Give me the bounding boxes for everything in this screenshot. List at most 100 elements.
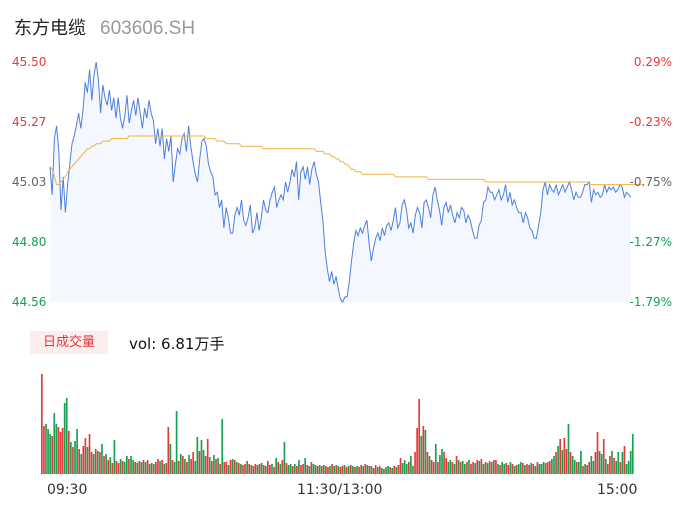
volume-bar [269,465,271,474]
volume-bar [163,464,165,474]
volume-bar [381,468,383,474]
volume-bar [532,464,535,474]
volume-bar [200,440,203,474]
volume-bar [227,465,230,474]
volume-bar [248,464,251,474]
pct-tick-label: -0.75% [630,175,672,189]
volume-bar [580,451,582,474]
volume-bar [449,460,452,474]
volume-bar [354,467,356,474]
volume-bar [63,403,66,474]
volume-bar [571,456,574,474]
volume-bar [258,464,261,474]
volume-bar [140,462,143,474]
volume-bar [221,419,224,474]
volume-bar [161,460,163,474]
price-tick-label: 45.03 [12,175,46,189]
volume-bar [254,464,257,474]
volume-bar [461,461,464,474]
volume-bar [430,460,433,474]
volume-bar [559,439,562,474]
volume-bar [534,466,537,474]
volume-bar [267,461,269,474]
price-axis-labels: 45.50 45.27 45.03 44.80 44.56 [12,55,46,309]
volume-bar [225,462,228,474]
volume-bar [260,463,263,474]
volume-bar [499,465,501,474]
volume-bar [530,463,532,474]
volume-bar [296,466,298,474]
volume-bar [345,467,348,474]
volume-bar [208,457,211,474]
volume-bar [513,466,516,474]
volume-bar [113,440,116,474]
volume-bar [364,464,367,474]
volume-bar [503,464,506,474]
volume-bar [584,464,586,474]
volume-bar [486,463,489,474]
volume-bar [538,464,541,474]
volume-bar [78,449,80,474]
volume-tab[interactable]: 日成交量 [30,331,108,354]
volume-bar [134,462,136,474]
volume-bar [250,465,253,474]
volume-bar [555,452,557,474]
volume-bar [358,467,360,474]
volume-chart [41,374,634,474]
volume-readout: vol: 6.81万手 [129,335,225,353]
volume-bar [455,456,458,474]
volume-bar [617,452,620,474]
volume-bar [231,459,234,474]
title-row: 东方电缆 603606.SH [14,14,195,39]
volume-bar [237,463,240,474]
volume-bar [169,444,172,474]
volume-bar [242,465,244,474]
volume-bar [501,462,503,474]
volume-bar [271,464,273,474]
volume-bar [88,434,91,474]
volume-bar [470,464,472,474]
volume-bar [74,441,76,474]
volume-bar [472,462,474,474]
volume-bar [339,467,342,474]
volume-bar [399,458,402,474]
volume-bar [92,454,95,474]
volume-bar [551,459,553,474]
volume-bar [138,461,141,474]
volume-bar [422,426,425,474]
volume-bar [165,463,168,474]
volume-bar [173,462,176,474]
volume-bar [416,428,418,474]
volume-bar [117,463,120,474]
volume-bar [148,464,151,474]
volume-bar [497,464,499,474]
volume-bar [484,462,487,474]
volume-bar [592,461,595,474]
volume-bar [67,431,70,474]
average-line [49,135,645,186]
volume-bar [401,463,404,474]
volume-bar [356,466,358,474]
volume-bar [283,442,286,474]
volume-bar [542,462,545,474]
volume-bar [627,461,630,474]
volume-bar [352,466,354,474]
volume-bar [607,464,609,474]
volume-bar [437,462,439,474]
volume-bar [563,438,566,474]
volume-bar [273,467,275,474]
volume-bar [405,464,408,474]
volume-bar [368,466,371,474]
volume-bar [548,461,551,474]
volume-bar [196,437,199,474]
volume-bar [629,451,632,474]
volume-bar [322,465,325,474]
volume-bar [132,460,134,474]
volume-bar [393,466,396,474]
volume-bar [57,427,60,474]
pct-tick-label: -1.79% [630,295,672,309]
volume-bar [126,456,128,474]
volume-bar [72,447,74,474]
volume-bar [602,439,605,474]
volume-bar [302,464,304,474]
